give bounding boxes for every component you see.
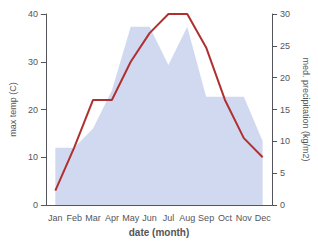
svg-text:25: 25 [280, 41, 290, 51]
svg-text:20: 20 [280, 73, 290, 83]
svg-text:Feb: Feb [66, 213, 82, 223]
svg-text:20: 20 [28, 105, 38, 115]
svg-text:date (month): date (month) [129, 227, 190, 238]
svg-text:Mar: Mar [85, 213, 101, 223]
svg-text:15: 15 [280, 105, 290, 115]
svg-text:Jan: Jan [48, 213, 63, 223]
svg-text:May: May [122, 213, 140, 223]
svg-text:10: 10 [280, 136, 290, 146]
svg-text:max temp (C): max temp (C) [8, 82, 18, 137]
svg-text:Nov: Nov [236, 213, 253, 223]
svg-text:5: 5 [280, 168, 285, 178]
svg-text:Sep: Sep [198, 213, 214, 223]
svg-text:med. precipitation (kg/m2): med. precipitation (kg/m2) [301, 57, 311, 161]
svg-text:Dec: Dec [255, 213, 272, 223]
svg-text:0: 0 [280, 200, 285, 210]
svg-text:Apr: Apr [105, 213, 119, 223]
svg-text:10: 10 [28, 152, 38, 162]
svg-text:30: 30 [280, 9, 290, 19]
svg-text:Oct: Oct [218, 213, 233, 223]
svg-text:Jul: Jul [163, 213, 175, 223]
svg-text:Jun: Jun [142, 213, 157, 223]
svg-text:Aug: Aug [179, 213, 195, 223]
svg-text:0: 0 [33, 200, 38, 210]
svg-text:30: 30 [28, 57, 38, 67]
svg-text:40: 40 [28, 9, 38, 19]
